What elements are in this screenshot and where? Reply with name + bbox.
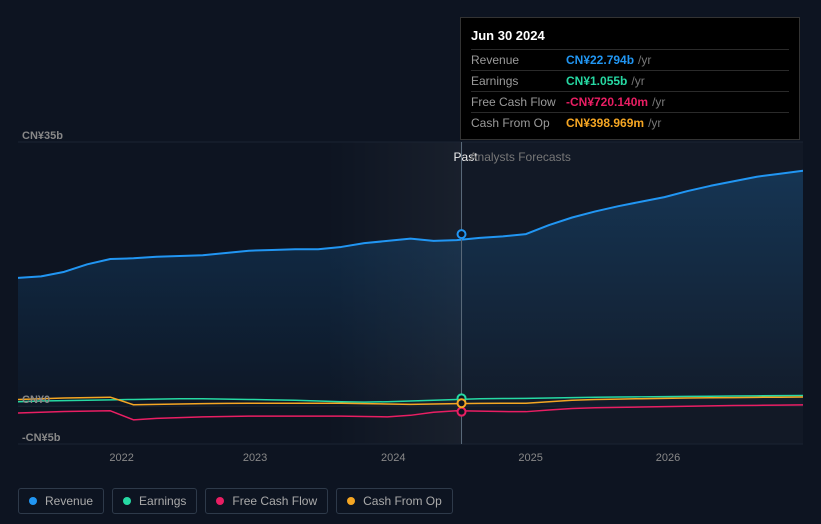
tooltip-row: EarningsCN¥1.055b/yr [471, 70, 789, 91]
legend-item-cash_from_op[interactable]: Cash From Op [336, 488, 453, 514]
legend-item-revenue[interactable]: Revenue [18, 488, 104, 514]
x-axis-label: 2024 [381, 452, 405, 464]
tooltip-row-value: CN¥398.969m [566, 116, 644, 130]
y-axis-label: CN¥35b [22, 130, 63, 142]
legend-dot-icon [347, 497, 355, 505]
tooltip-row: Free Cash Flow-CN¥720.140m/yr [471, 91, 789, 112]
tooltip-row-label: Cash From Op [471, 116, 566, 130]
tooltip-row-value: CN¥22.794b [566, 53, 634, 67]
legend-item-earnings[interactable]: Earnings [112, 488, 197, 514]
x-axis-label: 2026 [656, 452, 680, 464]
tooltip-row-label: Revenue [471, 53, 566, 67]
hover-marker-cash_from_op [458, 399, 466, 407]
region-label-forecast: Analysts Forecasts [470, 150, 571, 164]
tooltip-title: Jun 30 2024 [471, 24, 789, 49]
tooltip-row-unit: /yr [648, 116, 661, 130]
hover-marker-revenue [458, 230, 466, 238]
tooltip-row-unit: /yr [638, 53, 651, 67]
y-axis-label: CN¥0 [22, 394, 50, 406]
chart-legend: Revenue Earnings Free Cash Flow Cash From O… [18, 488, 453, 514]
legend-dot-icon [29, 497, 37, 505]
hover-marker-free_cash_flow [458, 408, 466, 416]
legend-item-label: Earnings [139, 494, 186, 508]
tooltip-row-unit: /yr [631, 74, 644, 88]
legend-item-free_cash_flow[interactable]: Free Cash Flow [205, 488, 328, 514]
legend-item-label: Free Cash Flow [232, 494, 317, 508]
tooltip-row: Cash From OpCN¥398.969m/yr [471, 112, 789, 133]
legend-dot-icon [123, 497, 131, 505]
tooltip-row-label: Free Cash Flow [471, 95, 566, 109]
x-axis-label: 2022 [109, 452, 133, 464]
tooltip-row-value: CN¥1.055b [566, 74, 627, 88]
tooltip-row: RevenueCN¥22.794b/yr [471, 49, 789, 70]
legend-item-label: Cash From Op [363, 494, 442, 508]
tooltip-row-value: -CN¥720.140m [566, 95, 648, 109]
x-axis-label: 2025 [518, 452, 542, 464]
tooltip-row-unit: /yr [652, 95, 665, 109]
y-axis-label: -CN¥5b [22, 432, 61, 444]
x-axis-label: 2023 [243, 452, 267, 464]
legend-dot-icon [216, 497, 224, 505]
legend-item-label: Revenue [45, 494, 93, 508]
chart-tooltip: Jun 30 2024 RevenueCN¥22.794b/yrEarnings… [460, 17, 800, 140]
tooltip-row-label: Earnings [471, 74, 566, 88]
